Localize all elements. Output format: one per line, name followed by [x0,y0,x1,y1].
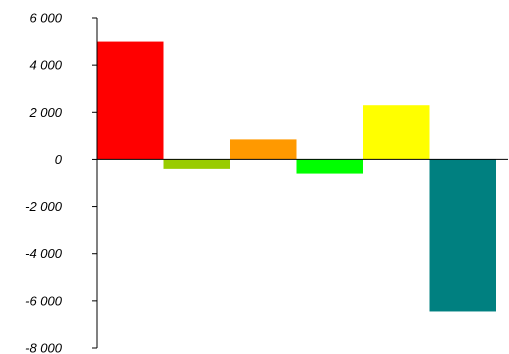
bar-6 [429,159,496,312]
y-tick-label: 0 [55,152,63,167]
y-tick-label: 6 000 [29,11,62,26]
bar-1 [97,41,164,160]
bar-4 [296,159,363,174]
bar-2 [163,159,230,169]
y-tick-label: -2 000 [25,199,63,214]
bar-3 [230,139,297,160]
bars-group [97,41,496,312]
y-tick-label: -4 000 [25,246,63,261]
bar-5 [363,105,430,160]
y-tick-label: -8 000 [25,341,63,354]
y-tick-label: 2 000 [28,105,62,120]
y-tick-label: 4 000 [29,58,62,73]
y-ticks-group: 6 000 4 000 2 000 0 -2 000 -4 000 -6 000 -8 000 [25,11,97,354]
y-tick-label: -6 000 [25,293,63,308]
